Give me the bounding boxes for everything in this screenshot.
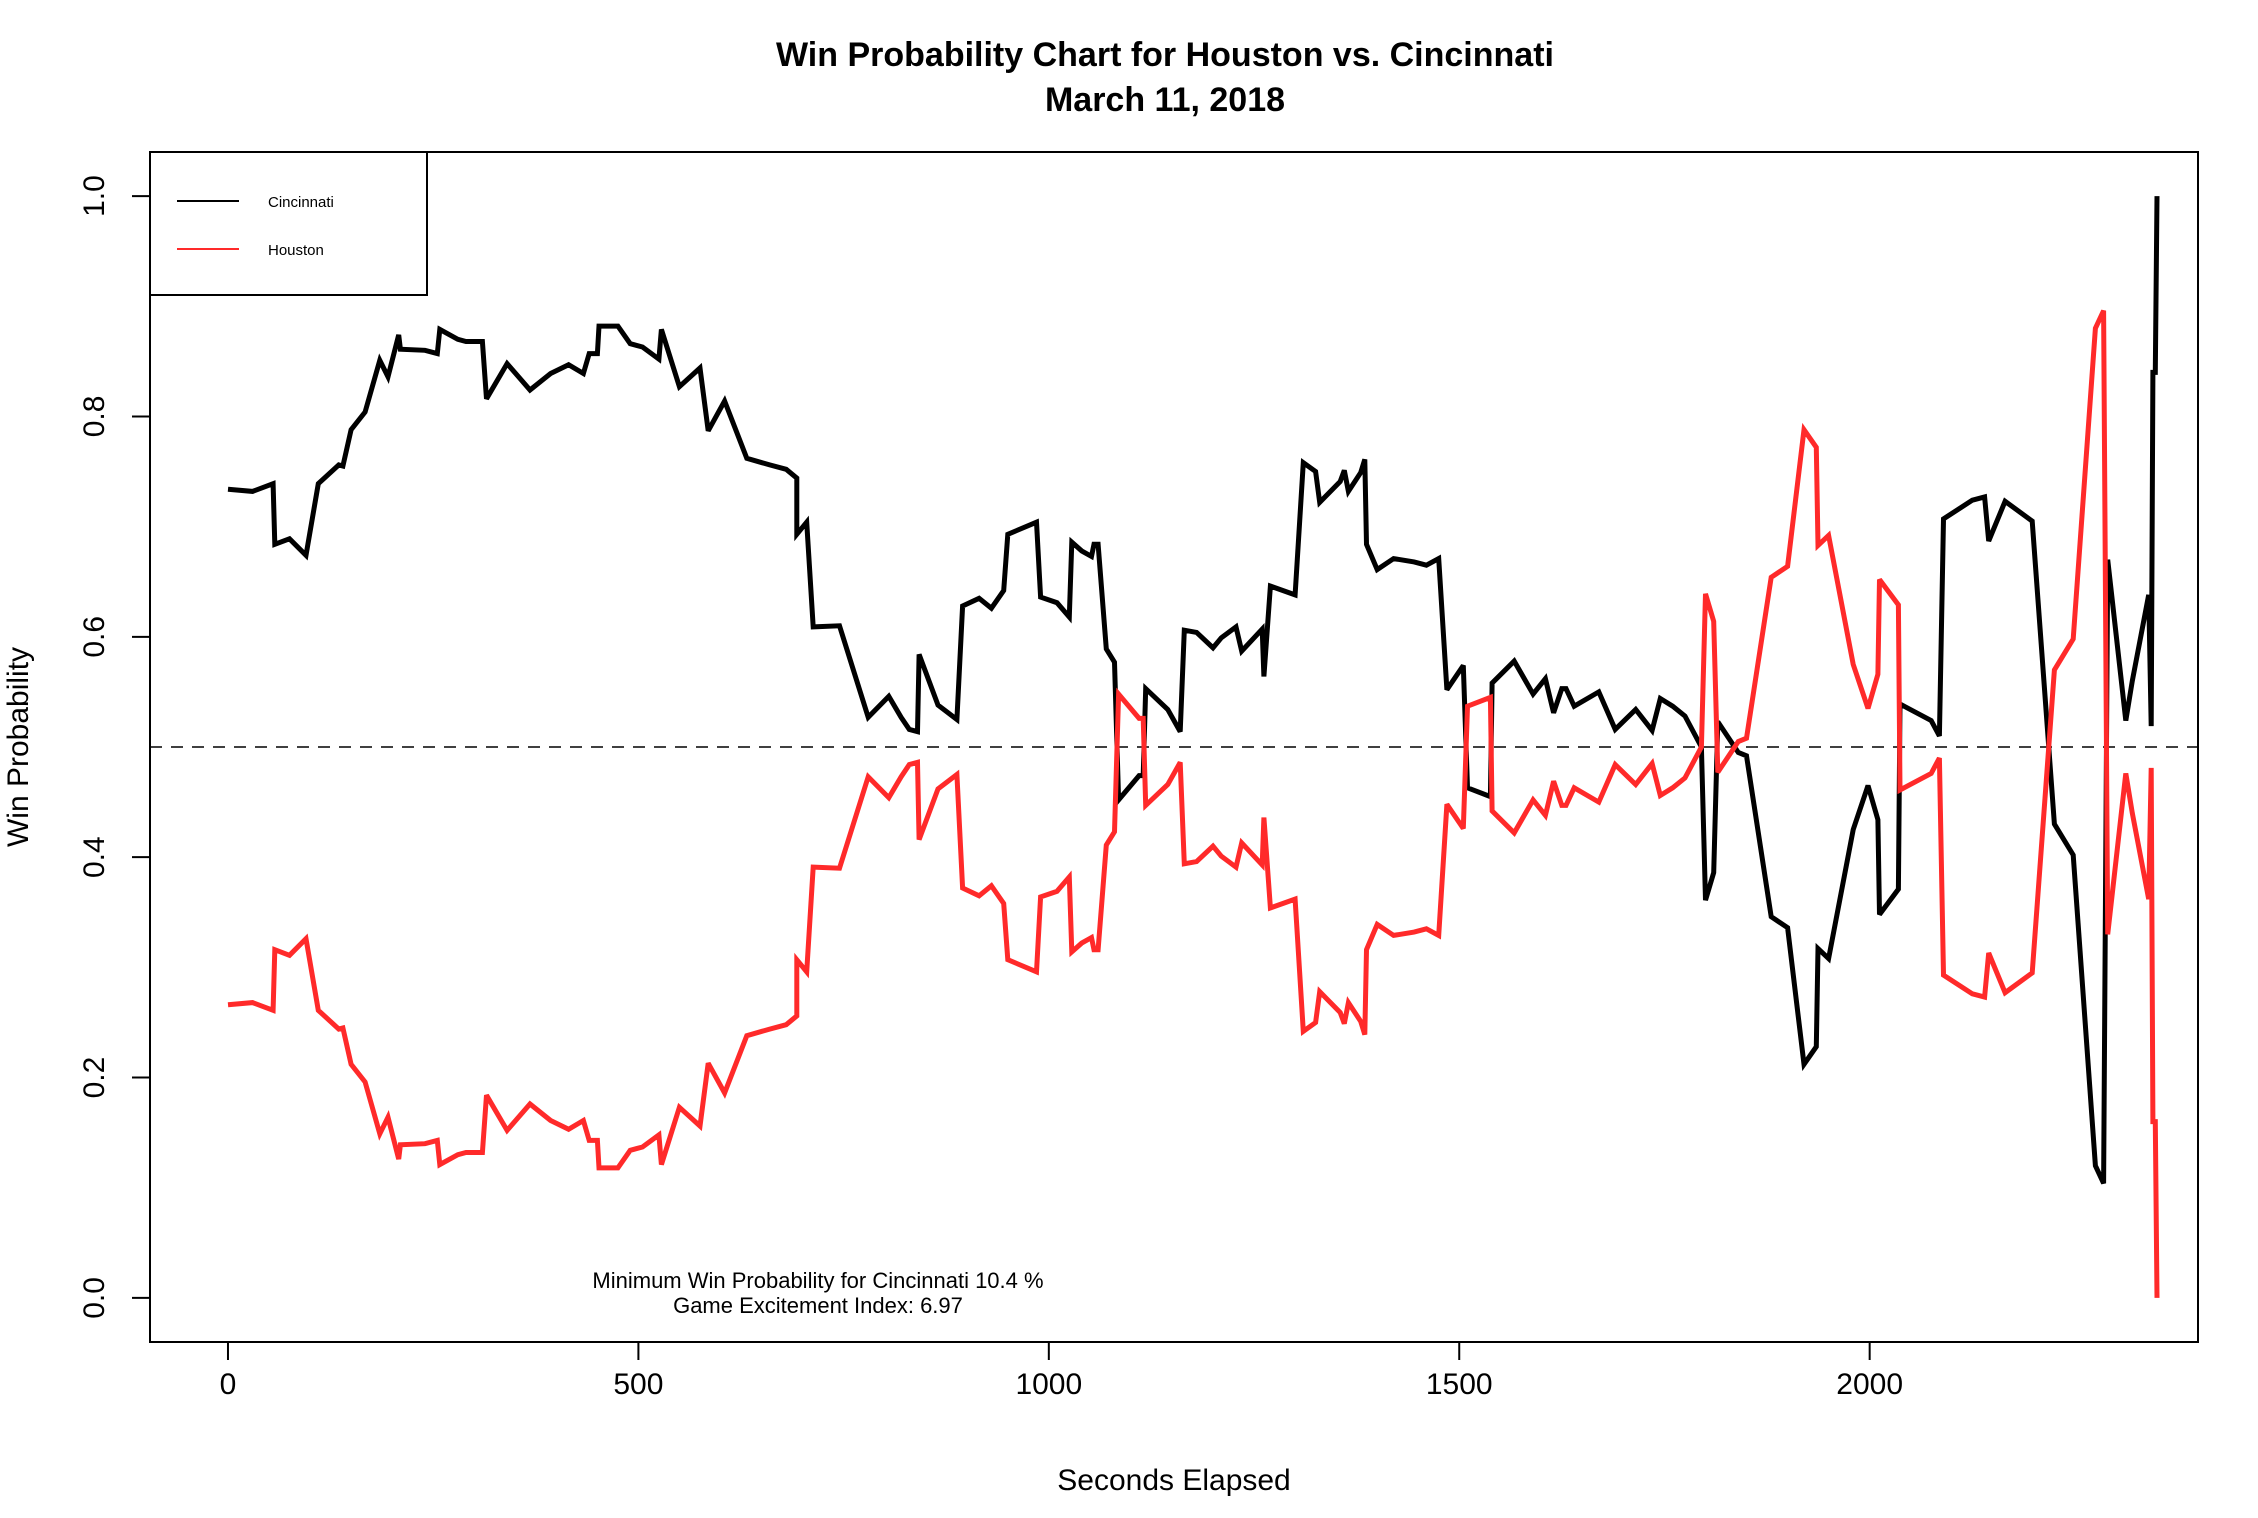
x-tick-label: 0	[220, 1368, 237, 1401]
annotation-game-excitement-index: Game Excitement Index: 6.97	[673, 1293, 963, 1318]
x-axis-label: Seconds Elapsed	[1057, 1464, 1291, 1497]
annotation-min-win-probability: Minimum Win Probability for Cincinnati 1…	[592, 1268, 1043, 1293]
y-tick-label: 0.8	[78, 396, 111, 438]
y-tick-label: 1.0	[78, 175, 111, 217]
y-tick-label: 0.2	[78, 1057, 111, 1099]
x-tick-label: 500	[613, 1368, 663, 1401]
y-tick-label: 0.4	[78, 836, 111, 878]
y-tick-label: 0.0	[78, 1277, 111, 1319]
chart-title: Win Probability Chart for Houston vs. Ci…	[776, 36, 1554, 74]
x-tick-label: 1500	[1426, 1368, 1493, 1401]
series-line-houston	[227, 309, 2160, 1298]
x-axis: 0 500 1000 1500 2000	[220, 1341, 1903, 1401]
y-axis: 0.0 0.2 0.4 0.6 0.8 1.0	[78, 175, 151, 1319]
series-line-cincinnati	[227, 196, 2160, 1185]
legend-box	[149, 151, 428, 296]
legend-label-houston: Houston	[268, 242, 324, 259]
chart-subtitle: March 11, 2018	[1045, 81, 1285, 119]
series-layer	[227, 196, 2160, 1298]
legend: Cincinnati Houston	[149, 151, 428, 296]
y-axis-label: Win Probability	[2, 647, 35, 847]
plot-frame	[149, 151, 2199, 1343]
y-tick-label: 0.6	[78, 616, 111, 658]
legend-label-cincinnati: Cincinnati	[268, 194, 334, 211]
x-tick-label: 2000	[1836, 1368, 1903, 1401]
x-tick-label: 1000	[1015, 1368, 1082, 1401]
